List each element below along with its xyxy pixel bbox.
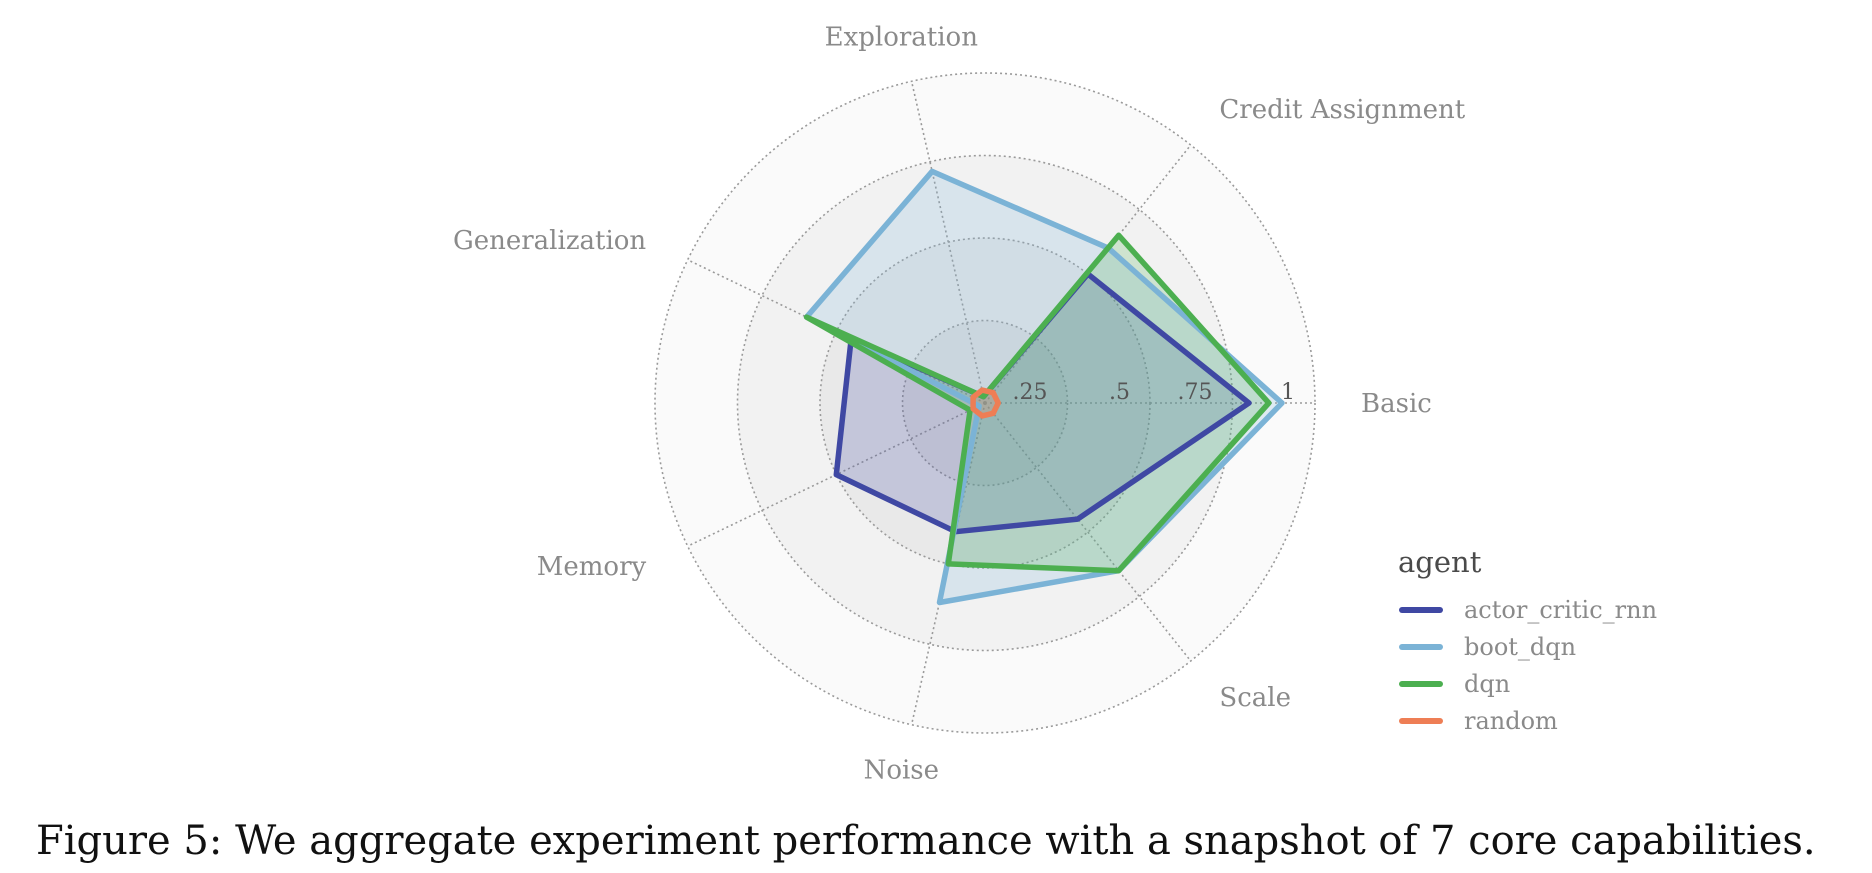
series-line-boot-dqn: [803, 168, 1285, 606]
tick-label: .25: [1013, 380, 1048, 405]
axis-label: Scale: [1219, 683, 1291, 713]
radar-chart: .25 .5 .75 1 Basic Credit Assignment Explorati…: [453, 22, 1657, 786]
grid-circle: [901, 319, 1069, 487]
tick-label: .75: [1178, 380, 1213, 405]
axis-label: Memory: [537, 552, 647, 582]
series-fill-boot-dqn: [806, 171, 1282, 603]
legend-label: dqn: [1464, 670, 1510, 698]
series-fill-dqn: [806, 235, 1269, 571]
axis-label: Basic: [1361, 389, 1432, 419]
series-line-random: [970, 387, 1001, 419]
grid-circle: [654, 72, 1316, 734]
axis-label: Credit Assignment: [1219, 95, 1465, 125]
tick-label: .5: [1109, 380, 1130, 405]
grid-spoke: [910, 81, 986, 404]
axis-label: Generalization: [453, 226, 646, 256]
legend-label: actor_critic_rnn: [1464, 596, 1657, 624]
legend-label: random: [1464, 707, 1558, 735]
tick-label: 1: [1281, 380, 1295, 405]
axis-label: Noise: [864, 756, 939, 786]
legend-title: agent: [1398, 545, 1482, 579]
legend-label: boot_dqn: [1464, 633, 1576, 661]
series-fills: [806, 171, 1282, 603]
axis-label: Exploration: [825, 22, 979, 52]
series-lines: [803, 168, 1285, 606]
grid-spoke: [984, 144, 1192, 404]
series-line-dqn: [803, 232, 1272, 574]
series-fill-actor-critic-rnn: [836, 274, 1249, 532]
figure-caption: Figure 5: We aggregate experiment perfor…: [36, 818, 1816, 864]
grid-spoke: [984, 402, 1192, 662]
grid-circle: [736, 154, 1234, 652]
